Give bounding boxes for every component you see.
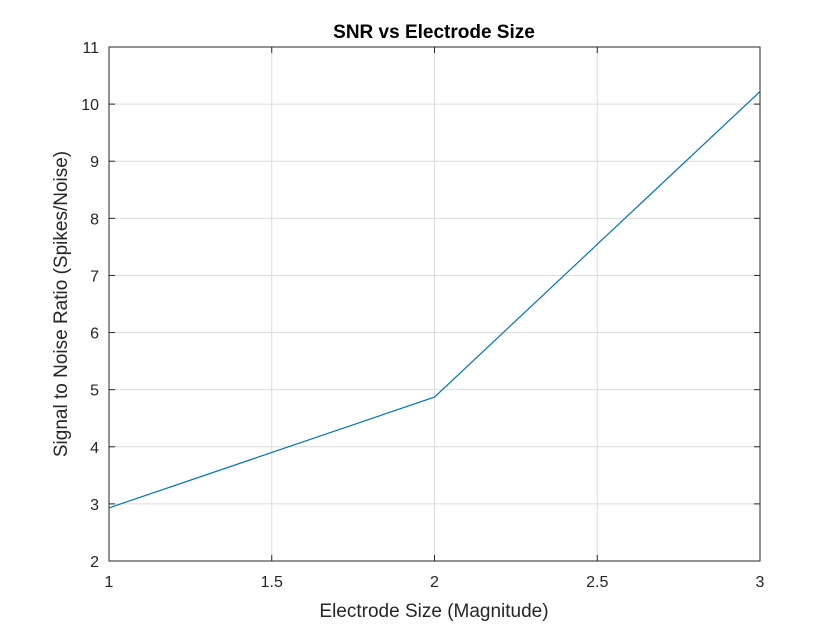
x-tick-label: 3 xyxy=(756,574,765,591)
x-tick-label: 1 xyxy=(105,574,114,591)
x-tick-label: 2 xyxy=(430,574,439,591)
y-tick-label: 7 xyxy=(90,268,99,285)
y-tick-label: 10 xyxy=(81,97,99,114)
y-tick-label: 5 xyxy=(90,383,99,400)
x-tick-label: 1.5 xyxy=(261,574,283,591)
series-layer xyxy=(108,91,761,509)
series-line xyxy=(108,91,761,509)
axes-box xyxy=(108,46,761,562)
y-tick-label: 9 xyxy=(90,154,99,171)
x-tick-label: 2.5 xyxy=(586,574,608,591)
x-axis-label: Electrode Size (Magnitude) xyxy=(319,601,548,622)
y-tick-label: 4 xyxy=(90,440,99,457)
y-axis-label: Signal to Noise Ratio (Spikes/Noise) xyxy=(51,151,72,457)
y-tick-label: 3 xyxy=(90,497,99,514)
chart-title: SNR vs Electrode Size xyxy=(333,22,535,43)
y-tick-label: 8 xyxy=(90,211,99,228)
tick-labels: 1 1.5 2 2.5 3 2 3 4 5 6 7 8 9 10 11 xyxy=(81,40,764,591)
y-tick-label: 6 xyxy=(90,326,99,343)
y-tick-label: 2 xyxy=(90,554,99,571)
axes xyxy=(108,46,761,562)
y-tick-label: 11 xyxy=(82,40,99,57)
